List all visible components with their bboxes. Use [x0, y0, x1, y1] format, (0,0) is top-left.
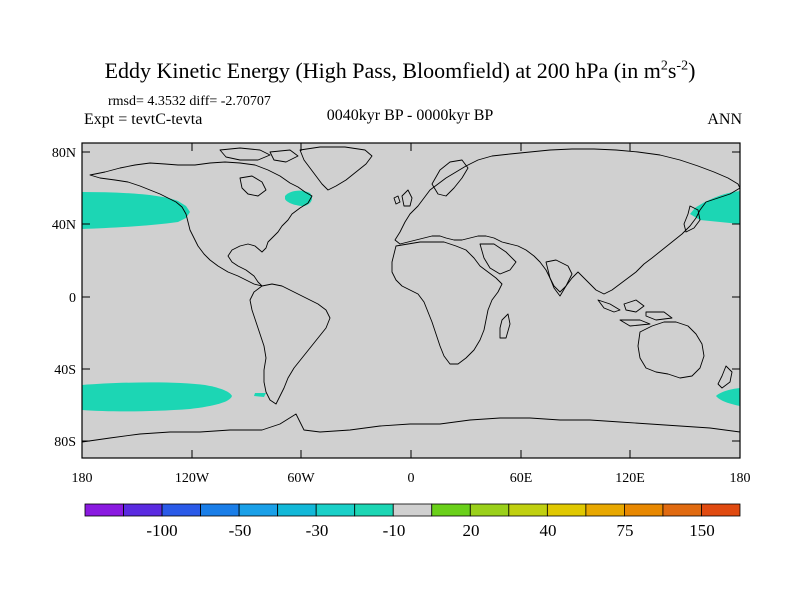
anomaly-south-pacific-small [254, 393, 266, 397]
lat-label-80n: 80N [52, 146, 76, 161]
colorbar-label-75: 75 [617, 521, 634, 540]
coastline-india [545, 259, 573, 297]
map-background [82, 143, 740, 458]
coastline-greenland [299, 146, 373, 191]
colorbar-box [84, 503, 124, 517]
colorbar-box [200, 503, 240, 517]
anomaly-northeast-america [285, 190, 312, 206]
colorbar-box [624, 503, 664, 517]
coastline-africa [391, 241, 503, 365]
colorbar-box [277, 503, 317, 517]
lat-label-80s: 80S [54, 435, 76, 450]
anomaly-north-pacific-east [82, 192, 190, 229]
coastline-madagascar [499, 313, 511, 339]
coastline-scandinavia [431, 159, 469, 197]
colorbar-label-40: 40 [540, 521, 557, 540]
stats-line: rmsd= 4.3532 diff= -2.70707 [108, 94, 271, 109]
colorbar-label-20: 20 [463, 521, 480, 540]
longitude-axis: 180 120W 60W 0 60E 120E 180 [72, 143, 751, 486]
coastline-arctic-islands [219, 147, 299, 163]
colorbar-label-minus10: -10 [383, 521, 406, 540]
coastline-arabia [479, 243, 517, 275]
lat-label-40s: 40S [54, 363, 76, 378]
plot-title: Eddy Kinetic Energy (High Pass, Bloomfie… [0, 58, 800, 84]
lon-label-0: 0 [408, 471, 415, 486]
lon-label-120e: 120E [615, 471, 645, 486]
colorbar-box [662, 503, 702, 517]
experiment-label: Expt = tevtC-tevta [84, 111, 203, 128]
coastline-japan [683, 205, 701, 233]
lon-label-60e: 60E [510, 471, 533, 486]
title-exponent-1: 2 [660, 58, 668, 74]
title-unit-s: s [667, 58, 677, 83]
anomaly-north-pacific-west [690, 191, 740, 224]
colorbar-box [546, 503, 587, 517]
coastline-british-isles [393, 189, 413, 207]
colorbar-label-150: 150 [689, 521, 715, 540]
colorbar-box [431, 503, 471, 517]
colorbar-box [469, 503, 510, 517]
lon-label-180w: 180 [72, 471, 93, 486]
season-label: ANN [707, 111, 742, 128]
colorbar-box [161, 503, 201, 517]
title-close: ) [688, 58, 696, 83]
coastline-australia [637, 321, 705, 379]
colorbar-box [238, 503, 279, 517]
anomaly-south-new-zealand [716, 388, 740, 406]
colorbar-labels: -100 -50 -30 -10 20 40 75 150 [146, 521, 714, 540]
title-exponent-2: -2 [676, 58, 689, 74]
lon-label-120w: 120W [175, 471, 210, 486]
colorbar-box [123, 503, 163, 517]
lat-label-0: 0 [69, 291, 76, 306]
colorbar-box [392, 503, 433, 517]
coastline-north-america [89, 161, 313, 287]
colorbar-box [701, 503, 741, 517]
latitude-axis: 80N 40N 0 40S 80S [52, 146, 740, 450]
colorbar [84, 503, 741, 517]
period-label: 0040kyr BP - 0000kyr BP [326, 107, 494, 124]
coastline-south-america [249, 283, 331, 405]
lon-label-180e: 180 [730, 471, 751, 486]
colorbar-box [585, 503, 625, 517]
coastline-new-zealand [717, 365, 733, 389]
coastlines [81, 146, 741, 443]
colorbar-label-minus50: -50 [229, 521, 252, 540]
anomaly-regions [82, 190, 740, 412]
lat-label-40n: 40N [52, 218, 76, 233]
coastline-eurasia [394, 148, 741, 295]
coastline-antarctica [81, 413, 741, 443]
colorbar-label-minus100: -100 [146, 521, 177, 540]
colorbar-box [354, 503, 394, 517]
colorbar-box [315, 503, 356, 517]
lon-label-60w: 60W [287, 471, 315, 486]
coastline-hudson-bay [239, 175, 267, 197]
title-text: Eddy Kinetic Energy (High Pass, Bloomfie… [104, 58, 661, 83]
anomaly-south-pacific [82, 382, 232, 412]
colorbar-label-minus30: -30 [306, 521, 329, 540]
colorbar-box [508, 503, 548, 517]
coastline-indonesia [597, 299, 673, 327]
